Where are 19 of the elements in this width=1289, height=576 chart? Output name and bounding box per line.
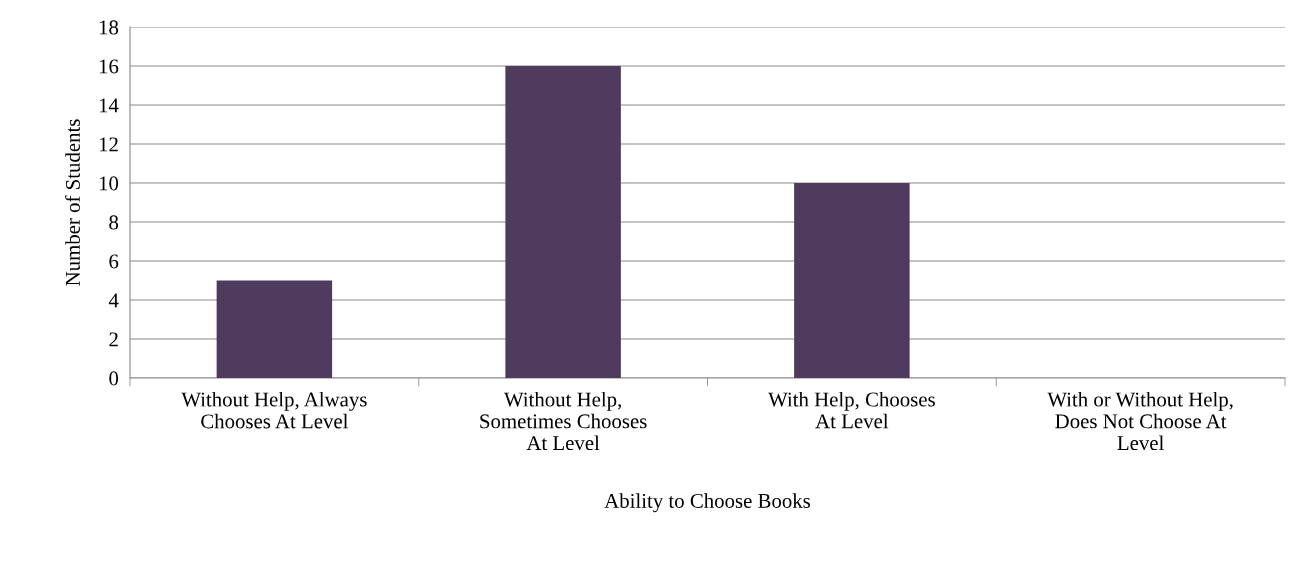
bar (505, 66, 621, 378)
y-tick-label: 14 (99, 98, 119, 113)
y-tick-label: 2 (109, 332, 118, 347)
y-tick-label: 8 (109, 215, 119, 230)
bar (216, 280, 333, 378)
y-tick-label: 10 (99, 176, 119, 191)
y-tick-label: 16 (99, 59, 119, 74)
y-tick-label: 6 (109, 254, 119, 269)
y-tick-label: 18 (99, 20, 119, 35)
bar (794, 183, 910, 378)
y-tick-label: 4 (108, 293, 119, 308)
x-tick-label: Without Help, Sometimes Chooses At Level (480, 391, 647, 451)
x-axis-title: Ability to Choose Books (604, 493, 811, 513)
x-tick-label: With or Without Help, Does Not Choose At Level (1047, 391, 1233, 451)
y-tick-label: 0 (109, 371, 119, 386)
y-axis-title: Number of Students (65, 119, 80, 286)
x-tick-label: Without Help, Always Chooses At Level (181, 391, 367, 429)
x-tick-label: With Help, Chooses At Level (768, 391, 935, 429)
y-tick-label: 12 (99, 137, 118, 152)
